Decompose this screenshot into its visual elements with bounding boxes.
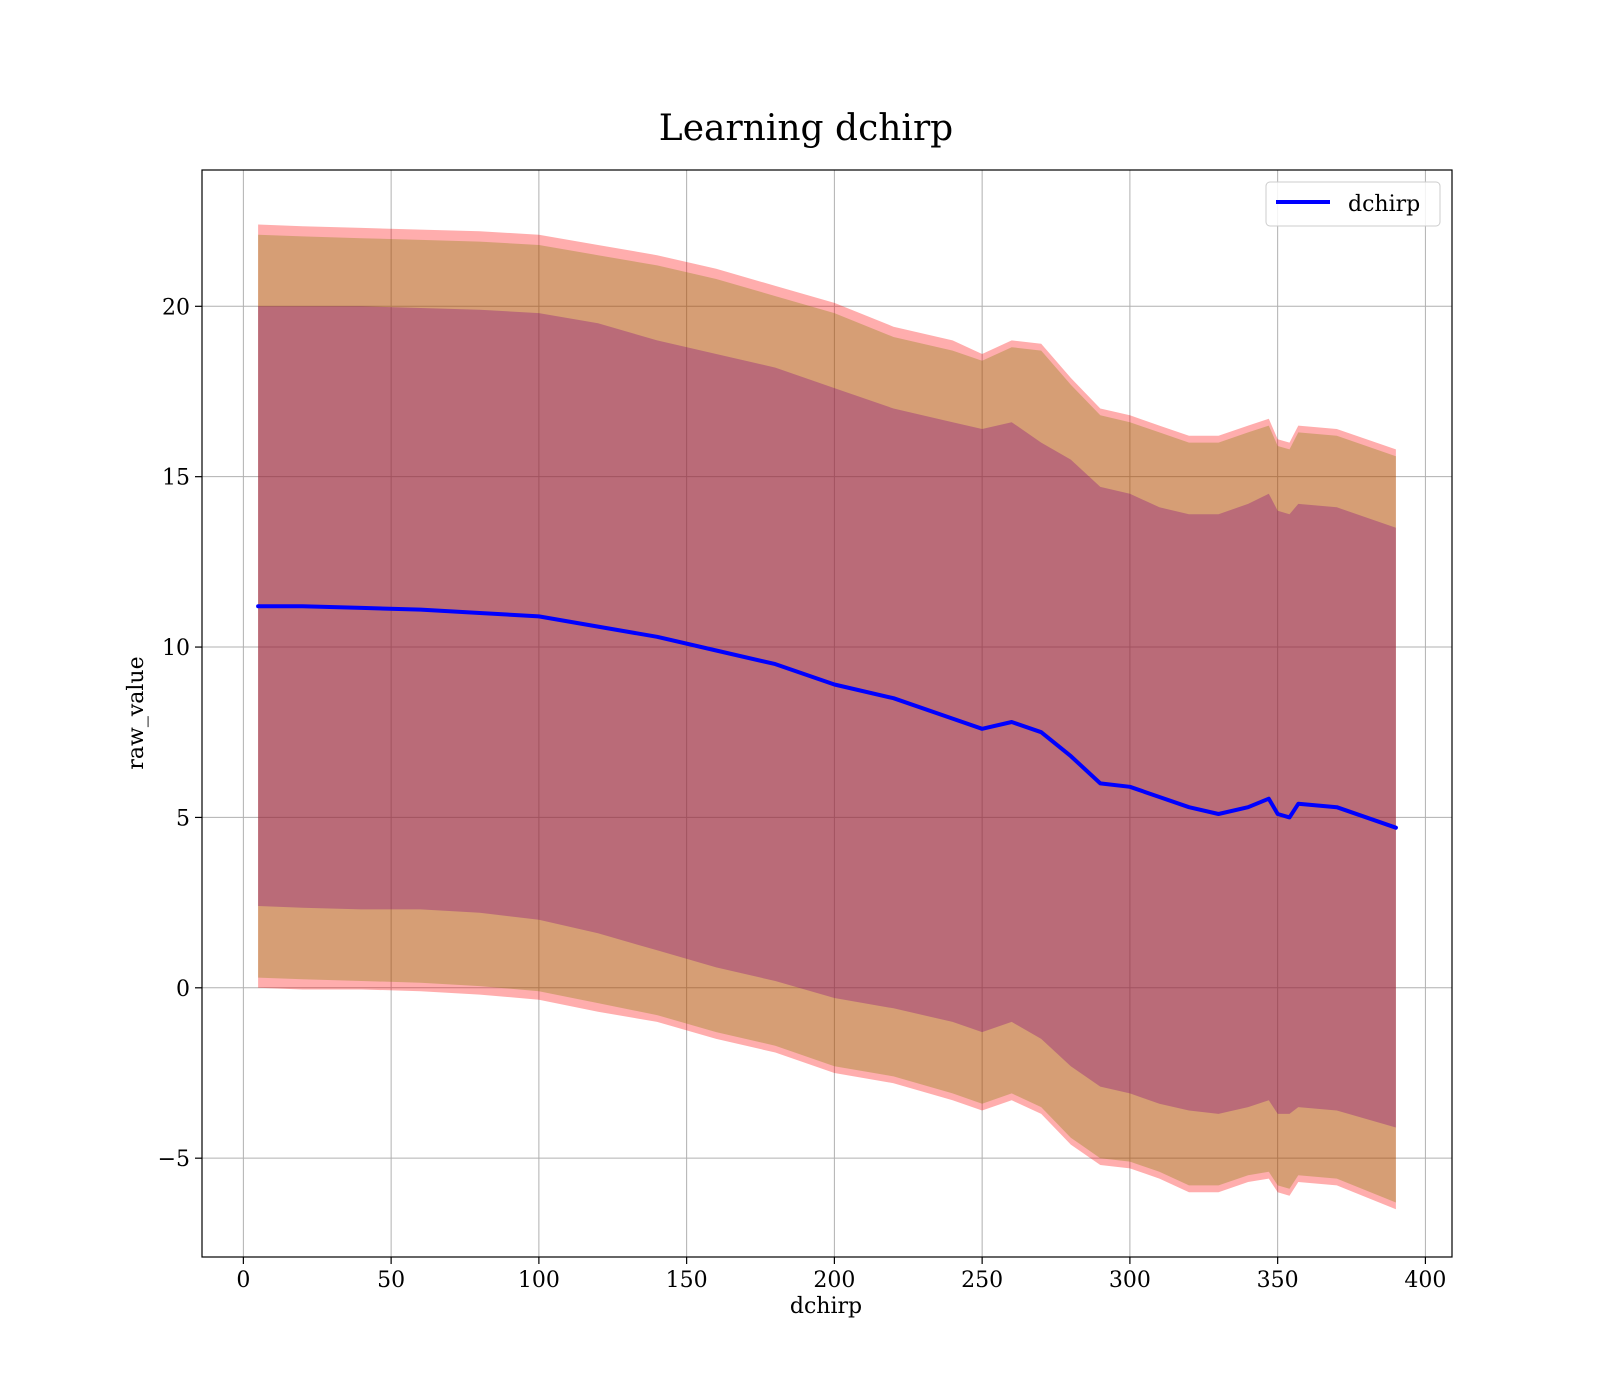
- y-tick-label: 5: [176, 806, 190, 831]
- plot-frame: [201, 169, 1453, 1258]
- y-tick-label: −5: [158, 1147, 190, 1172]
- x-tick-label: 300: [1109, 1268, 1151, 1293]
- x-tick-label: 100: [518, 1268, 560, 1293]
- y-tick-label: 20: [162, 295, 190, 320]
- y-tick-label: 10: [162, 636, 190, 661]
- axis-ticks: 0 50 100 150 200 250 300 350 400 −5 0 5 10 15 20: [158, 295, 1447, 1293]
- y-axis-label: raw_value: [124, 656, 149, 769]
- confidence-bands: [258, 224, 1396, 1210]
- x-tick-label: 250: [961, 1268, 1003, 1293]
- y-tick-label: 15: [162, 466, 190, 491]
- x-tick-label: 400: [1404, 1268, 1446, 1293]
- series-lines: [256, 604, 1398, 830]
- chart-title: Learning dchirp: [659, 108, 953, 149]
- confidence-band: [258, 306, 1396, 1128]
- legend-box: [1265, 181, 1441, 227]
- legend: dchirp: [1265, 181, 1441, 227]
- x-tick-label: 50: [377, 1268, 405, 1293]
- y-tick-label: 0: [176, 977, 190, 1002]
- x-tick-label: 150: [666, 1268, 708, 1293]
- x-tick-label: 0: [236, 1268, 250, 1293]
- legend-label: dchirp: [1348, 192, 1420, 217]
- x-axis-label: dchirp: [790, 1294, 862, 1319]
- x-tick-label: 200: [813, 1268, 855, 1293]
- series-line: [256, 604, 1398, 830]
- confidence-band: [258, 234, 1396, 1203]
- grid: [202, 170, 1452, 1257]
- x-tick-label: 350: [1257, 1268, 1299, 1293]
- confidence-band: [258, 224, 1396, 1210]
